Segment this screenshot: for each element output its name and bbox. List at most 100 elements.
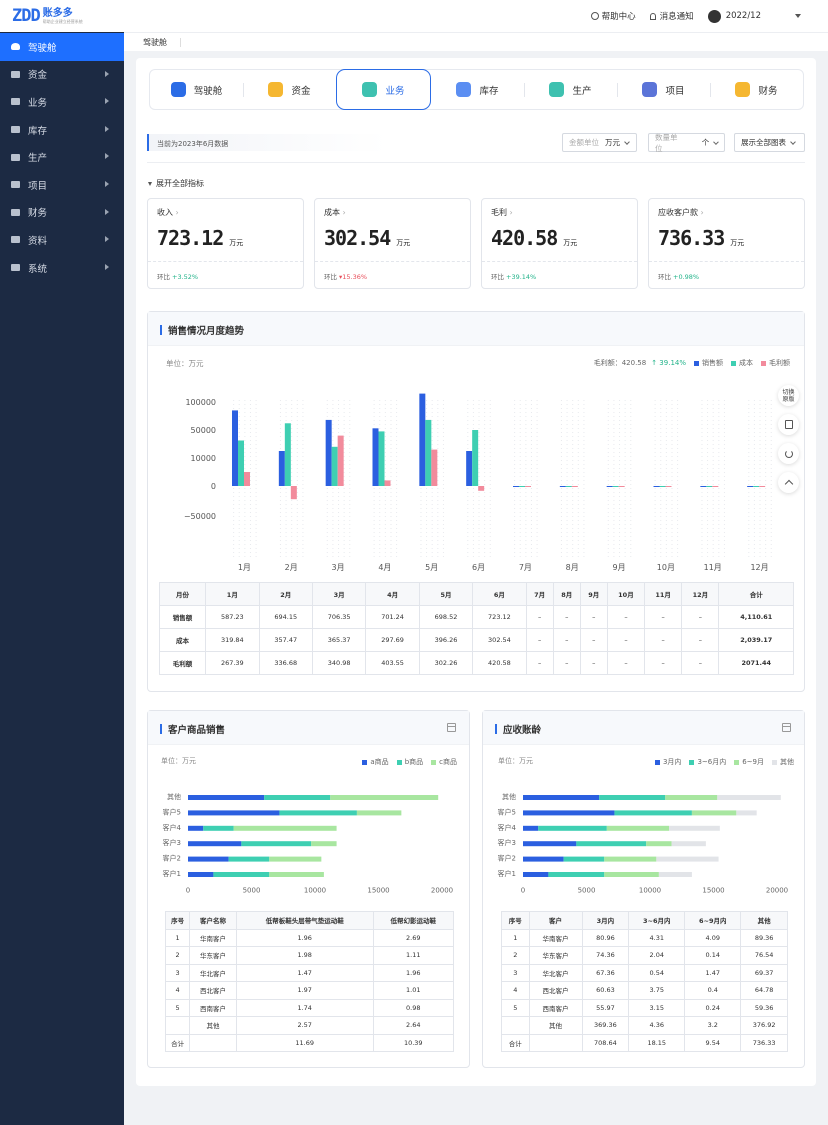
bar-segment[interactable] [563, 856, 605, 862]
bar-毛利额[interactable] [571, 486, 578, 487]
bar-segment[interactable] [279, 810, 357, 816]
sidebar-item-3[interactable]: 库存 [0, 116, 124, 144]
bar-segment[interactable] [736, 810, 757, 816]
bar-segment[interactable] [330, 795, 439, 800]
sidebar-item-5[interactable]: 项目 [0, 171, 124, 199]
bar-成本[interactable] [706, 486, 713, 487]
bar-segment[interactable] [188, 856, 229, 862]
bar-segment[interactable] [523, 841, 577, 847]
bar-成本[interactable] [519, 486, 525, 487]
bar-segment[interactable] [233, 825, 337, 831]
tab-3[interactable]: 库存 [431, 70, 524, 109]
table-row[interactable]: 2 华东客户 74.36 2.04 0.14 76.54 [501, 946, 788, 965]
bar-毛利额[interactable] [290, 486, 297, 500]
bar-成本[interactable] [284, 423, 291, 486]
sidebar-item-6[interactable]: 财务 [0, 199, 124, 227]
bar-销售额[interactable] [278, 451, 285, 486]
table-row[interactable]: 1 华南客户 80.96 4.31 4.09 89.36 [501, 928, 788, 947]
bar-毛利额[interactable] [665, 486, 672, 487]
bar-segment[interactable] [576, 841, 647, 847]
switch-version-button[interactable]: 切换原版 [778, 385, 799, 406]
table-row[interactable]: 2 华东客户 1.98 1.11 [164, 946, 455, 965]
bar-segment[interactable] [269, 872, 324, 877]
table-row[interactable]: 销售额 587.23 694.15 706.35 701.24 698.52 723.12–… [158, 605, 794, 629]
table-row[interactable]: 其他 369.36 4.36 3.2 376.92 [501, 1016, 788, 1035]
bar-销售额[interactable] [466, 451, 473, 486]
bar-毛利额[interactable] [618, 486, 625, 487]
calendar-icon[interactable] [782, 723, 791, 732]
tab-0[interactable]: 驾驶舱 [150, 70, 243, 109]
chevron-up-icon[interactable] [778, 472, 799, 493]
bar-segment[interactable] [523, 825, 539, 831]
expand-indicators-toggle[interactable]: 展开全部指标 [148, 178, 204, 189]
bar-segment[interactable] [614, 810, 692, 816]
tab-5[interactable]: 项目 [617, 70, 710, 109]
bar-销售额[interactable] [653, 486, 660, 487]
bar-segment[interactable] [691, 810, 737, 816]
table-row[interactable]: 合计 11.69 10.39 [164, 1033, 455, 1052]
breadcrumb-tab[interactable]: 驾驶舱 [143, 38, 181, 47]
bar-成本[interactable] [425, 419, 432, 486]
bar-毛利额[interactable] [712, 486, 719, 487]
tab-4[interactable]: 生产 [524, 70, 617, 109]
refresh-icon[interactable] [778, 443, 799, 464]
bar-segment[interactable] [188, 825, 204, 831]
bar-成本[interactable] [659, 486, 666, 487]
bar-segment[interactable] [523, 856, 564, 862]
bar-segment[interactable] [606, 825, 670, 831]
bar-segment[interactable] [188, 810, 280, 816]
tab-2[interactable]: 业务 [336, 69, 431, 110]
bar-segment[interactable] [604, 856, 657, 862]
bar-毛利额[interactable] [244, 472, 250, 486]
table-row[interactable]: 合计 708.64 18.15 9.54 736.33 [501, 1033, 788, 1052]
bar-segment[interactable] [241, 841, 312, 847]
table-row[interactable]: 成本 319.84 357.47 365.37 297.69 396.26 302.54– –… [158, 628, 794, 652]
logo[interactable]: ZDD 账多多 帮助企业建立经营系统 [0, 0, 124, 32]
bar-segment[interactable] [188, 795, 265, 800]
bar-销售额[interactable] [325, 419, 332, 486]
bar-销售额[interactable] [747, 486, 754, 487]
calendar-icon[interactable] [447, 723, 456, 732]
bar-成本[interactable] [565, 486, 572, 487]
bar-segment[interactable] [665, 795, 718, 800]
bar-销售额[interactable] [559, 486, 566, 487]
bar-销售额[interactable] [372, 428, 379, 486]
bar-毛利额[interactable] [431, 449, 438, 486]
bar-segment[interactable] [311, 841, 337, 847]
sidebar-item-4[interactable]: 生产 [0, 143, 124, 171]
notification-link[interactable]: 消息通知 [649, 10, 694, 22]
bar-segment[interactable] [658, 872, 692, 877]
bar-segment[interactable] [188, 872, 214, 877]
table-row[interactable]: 1 华南客户 1.96 2.69 [164, 928, 455, 947]
bar-毛利额[interactable] [525, 486, 531, 487]
bar-segment[interactable] [269, 856, 322, 862]
bar-segment[interactable] [538, 825, 607, 831]
bar-segment[interactable] [213, 872, 270, 877]
table-row[interactable]: 4 西北客户 60.63 3.75 0.4 64.78 [501, 981, 788, 1000]
calendar-icon[interactable] [778, 414, 799, 435]
bar-segment[interactable] [671, 841, 706, 847]
sidebar-item-0[interactable]: 驾驶舱 [0, 33, 124, 61]
table-row[interactable]: 3 华北客户 1.47 1.96 [164, 963, 455, 982]
bar-毛利额[interactable] [384, 480, 391, 486]
bar-segment[interactable] [188, 841, 242, 847]
bar-segment[interactable] [604, 872, 659, 877]
table-row[interactable]: 3 华北客户 67.36 0.54 1.47 69.37 [501, 963, 788, 982]
sidebar-item-8[interactable]: 系统 [0, 254, 124, 282]
bar-毛利额[interactable] [337, 435, 344, 486]
qty-unit-select[interactable]: 数量单位个 [648, 133, 725, 153]
bar-segment[interactable] [656, 856, 719, 862]
bar-segment[interactable] [203, 825, 234, 831]
tab-1[interactable]: 资金 [243, 70, 336, 109]
bar-segment[interactable] [228, 856, 270, 862]
table-row[interactable]: 5 西南客户 55.97 3.15 0.24 59.36 [501, 998, 788, 1017]
tab-6[interactable]: 财务 [710, 70, 803, 109]
bar-销售额[interactable] [232, 410, 238, 486]
bar-segment[interactable] [523, 810, 615, 816]
bar-销售额[interactable] [606, 486, 613, 487]
bar-成本[interactable] [238, 440, 244, 487]
bar-销售额[interactable] [700, 486, 707, 487]
